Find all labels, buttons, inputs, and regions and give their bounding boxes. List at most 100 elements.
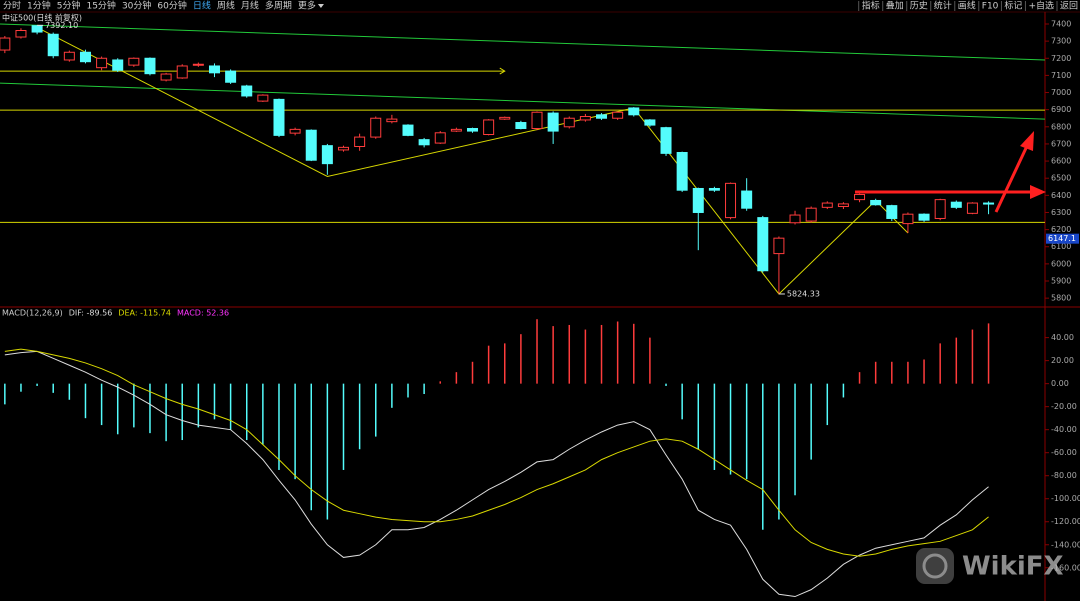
candle-body (644, 119, 656, 126)
annotation-label: 5824.33 (787, 289, 820, 298)
candle-body (144, 57, 156, 75)
candle-body (628, 107, 640, 116)
tool-button[interactable]: 标记 (1004, 0, 1022, 12)
candle-body (515, 122, 527, 130)
candle-body (563, 117, 575, 128)
candle-body (128, 57, 140, 66)
candle-body (983, 202, 995, 205)
period-tab[interactable]: 周线 (217, 0, 235, 12)
candle-body (321, 145, 333, 165)
candle-body (886, 205, 898, 219)
candle-body (708, 187, 720, 191)
y-tick-label: 40.00 (1051, 333, 1074, 342)
candle-body (966, 202, 978, 214)
tool-button[interactable]: 叠加 (886, 1, 904, 12)
period-tab[interactable]: 月线 (241, 0, 259, 12)
candle-body (0, 37, 11, 51)
y-tick-label: 0.00 (1051, 379, 1069, 388)
candle-body (225, 70, 237, 83)
indicator-label: DIF: -89.56 (69, 309, 113, 318)
indicator-label: DEA: -115.74 (118, 309, 171, 318)
tool-button[interactable]: 历史 (910, 0, 928, 12)
candle-body (918, 213, 930, 221)
indicator-line (4, 348, 989, 557)
watermark-logo (916, 548, 954, 584)
y-tick-label: 7300 (1051, 37, 1071, 46)
candle-body (902, 213, 914, 225)
candle-body (531, 111, 543, 130)
candle-body (47, 33, 59, 57)
candle-body (725, 182, 737, 219)
y-tick-label: 6100 (1051, 242, 1071, 251)
candle-body (63, 51, 75, 61)
tool-button[interactable]: 画线 (958, 0, 976, 12)
y-tick-label: 7000 (1051, 88, 1071, 97)
candle-body (208, 65, 220, 74)
candle-body (870, 199, 882, 206)
watermark-text: WikiFX (962, 552, 1064, 582)
y-tick-label: 20.00 (1051, 356, 1074, 365)
period-tab[interactable]: 5分钟 (57, 0, 81, 12)
candle-body (821, 202, 833, 208)
period-tab[interactable]: 更多 (298, 0, 316, 12)
candle-body (434, 132, 446, 144)
trend-line (36, 26, 909, 295)
candle-body (354, 136, 366, 148)
candle-body (192, 63, 204, 66)
tool-button[interactable]: +自选 (1028, 0, 1054, 12)
trend-line (0, 82, 1046, 120)
tool-button[interactable]: 指标 (862, 0, 880, 12)
indicator-label: MACD(12,26,9) (2, 309, 63, 318)
candle-body (257, 94, 269, 102)
plot: 7400 7300 7200 7100 7000 6900 6800 6700 6600 6500… (0, 19, 1080, 598)
period-tab[interactable]: 日线 (193, 0, 211, 12)
candle-body (854, 193, 866, 201)
tool-button[interactable]: 统计 (934, 0, 952, 12)
candle-body (402, 124, 414, 136)
candle-body (467, 128, 479, 132)
y-tick-label: 5900 (1051, 277, 1071, 286)
candle-body (612, 111, 624, 119)
y-tick-label: -160.00 (1051, 563, 1080, 572)
candle-body (370, 117, 382, 138)
candle-body (692, 187, 704, 213)
candle-body (450, 128, 462, 132)
candle-body (757, 217, 769, 272)
candle-body (934, 199, 946, 219)
y-tick-label: 6500 (1051, 174, 1071, 183)
candle-body (176, 65, 188, 79)
candle-body (499, 116, 511, 120)
trend-line (0, 23, 1046, 61)
period-tab[interactable]: 15分钟 (86, 0, 115, 12)
y-tick-label: -60.00 (1051, 448, 1077, 457)
annotation-label: 7392.10 (45, 21, 78, 30)
tool-button[interactable]: 返回 (1060, 0, 1078, 12)
period-tab[interactable]: 30分钟 (122, 0, 151, 12)
y-tick-label: 6800 (1051, 122, 1071, 131)
tool-button[interactable]: F10 (982, 2, 999, 12)
price-tag (1046, 233, 1079, 244)
y-tick-label: -80.00 (1051, 471, 1077, 480)
period-tab[interactable]: 60分钟 (157, 0, 186, 12)
candle-body (79, 51, 91, 63)
red-arrows (855, 131, 1046, 213)
arrow-head (1020, 131, 1034, 151)
candle-body (950, 201, 962, 208)
y-tick-label: 7100 (1051, 71, 1071, 80)
candle-body (337, 146, 349, 151)
candle-body (805, 207, 817, 222)
y-tick-label: -120.00 (1051, 517, 1080, 526)
period-tab[interactable]: 分时 (3, 0, 21, 12)
candle-body (660, 127, 672, 154)
y-tick-label: 7200 (1051, 54, 1071, 63)
price-tag-label: 6147.1 (1048, 234, 1076, 243)
candle-body (741, 190, 753, 209)
y-tick-label: -20.00 (1051, 402, 1077, 411)
period-tab[interactable]: 1分钟 (27, 0, 51, 12)
period-tab[interactable]: 多周期 (265, 0, 292, 12)
candle-body (418, 139, 430, 146)
candle-body (676, 152, 688, 191)
